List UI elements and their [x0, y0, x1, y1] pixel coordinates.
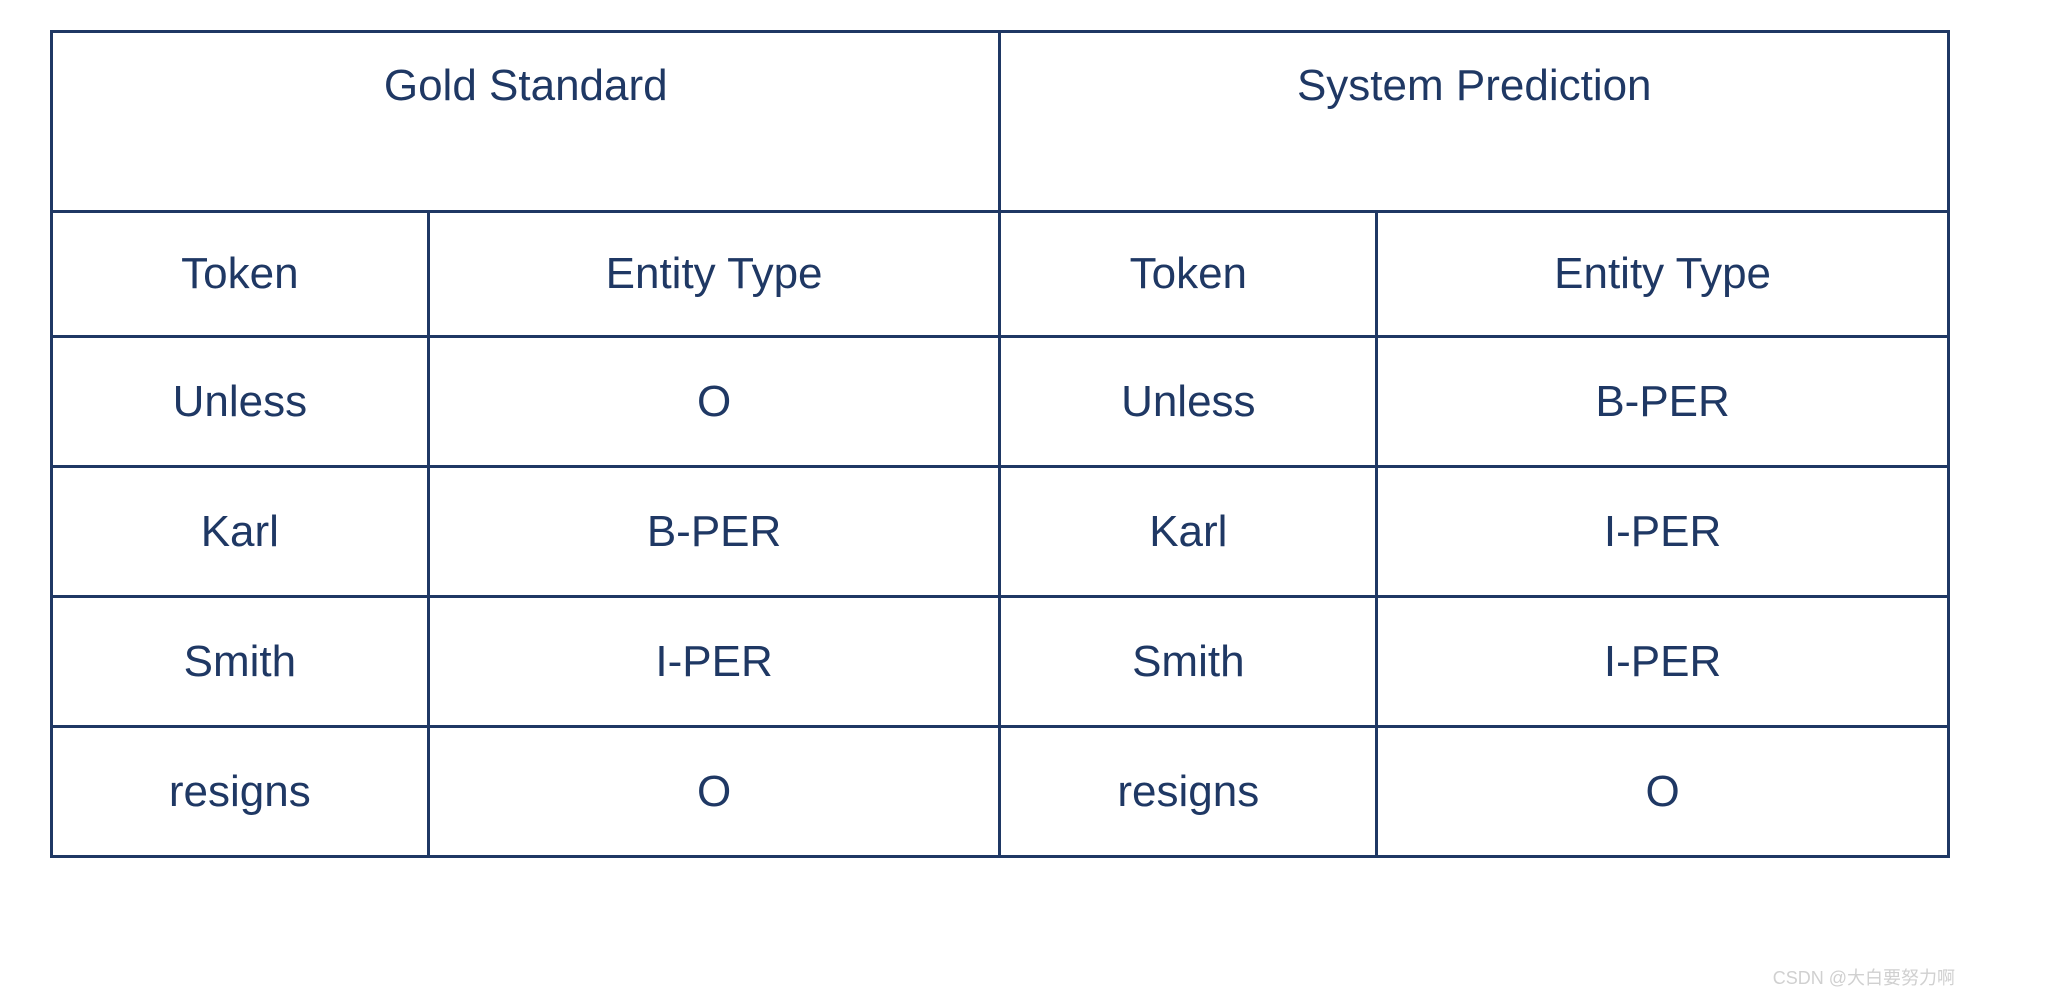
- cell-token: Unless: [1000, 337, 1377, 467]
- cell-token: resigns: [52, 727, 429, 857]
- cell-entity: O: [1377, 727, 1949, 857]
- cell-entity: O: [428, 727, 1000, 857]
- cell-entity: I-PER: [1377, 467, 1949, 597]
- subheader-entity-left: Entity Type: [428, 212, 1000, 337]
- comparison-table: Gold Standard System Prediction Token En…: [50, 30, 1950, 858]
- cell-token: Unless: [52, 337, 429, 467]
- table-row: resigns O resigns O: [52, 727, 1949, 857]
- table-row: Karl B-PER Karl I-PER: [52, 467, 1949, 597]
- cell-entity: I-PER: [1377, 597, 1949, 727]
- cell-token: resigns: [1000, 727, 1377, 857]
- comparison-table-container: Gold Standard System Prediction Token En…: [50, 30, 2035, 858]
- cell-token: Karl: [52, 467, 429, 597]
- subheader-entity-right: Entity Type: [1377, 212, 1949, 337]
- watermark-text: CSDN @大白要努力啊: [1773, 964, 1955, 990]
- header-system-prediction: System Prediction: [1000, 32, 1949, 212]
- cell-entity: I-PER: [428, 597, 1000, 727]
- header-row: Gold Standard System Prediction: [52, 32, 1949, 212]
- cell-entity: B-PER: [1377, 337, 1949, 467]
- subheader-token-right: Token: [1000, 212, 1377, 337]
- cell-entity: B-PER: [428, 467, 1000, 597]
- cell-token: Smith: [52, 597, 429, 727]
- cell-token: Smith: [1000, 597, 1377, 727]
- header-gold-standard: Gold Standard: [52, 32, 1000, 212]
- subheader-row: Token Entity Type Token Entity Type: [52, 212, 1949, 337]
- subheader-token-left: Token: [52, 212, 429, 337]
- table-row: Unless O Unless B-PER: [52, 337, 1949, 467]
- table-row: Smith I-PER Smith I-PER: [52, 597, 1949, 727]
- cell-token: Karl: [1000, 467, 1377, 597]
- cell-entity: O: [428, 337, 1000, 467]
